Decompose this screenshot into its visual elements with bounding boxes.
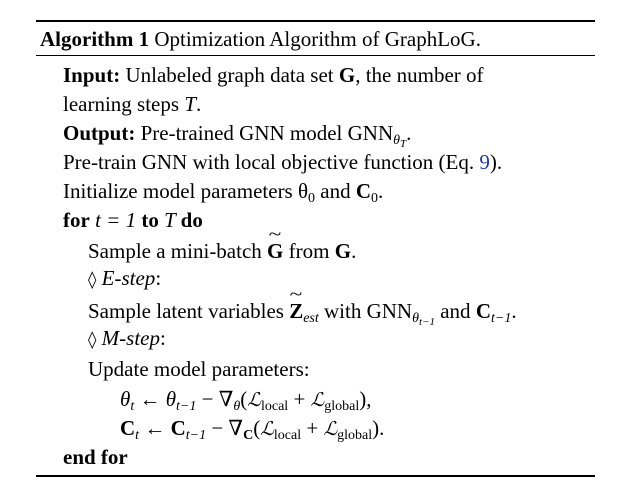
- mstep-line: ◊ M-step:: [88, 325, 166, 353]
- output-sub-T: T: [400, 138, 407, 150]
- eq1-lhs: θ: [120, 387, 131, 411]
- output-sub-theta: θ: [393, 133, 401, 148]
- for-keyword: for: [63, 208, 90, 232]
- output-line: Output: Pre-trained GNN model GNNθT.: [63, 120, 412, 150]
- algorithm-title: Optimization Algorithm of GraphLoG.: [154, 27, 481, 51]
- pretrain-line: Pre-train GNN with local objective funct…: [63, 149, 502, 175]
- init-sub-0b: 0: [371, 191, 379, 206]
- algorithm-label: Algorithm 1: [40, 27, 150, 51]
- latent-with: with GNN: [318, 299, 413, 323]
- c-update-equation: Ct ← Ct−1 − ∇C(ℒlocal + ℒglobal).: [120, 415, 385, 443]
- to-keyword: to: [141, 208, 159, 232]
- estep-label: E-step: [101, 266, 156, 290]
- latent-text: Sample latent variables: [88, 299, 290, 323]
- eq2-arrow: ←: [139, 416, 171, 440]
- input-label: Input:: [63, 63, 121, 87]
- pretrain-end: ).: [489, 150, 503, 174]
- sample-from: from: [283, 239, 335, 263]
- latent-C: C: [475, 299, 491, 323]
- eq1-local: local: [260, 399, 289, 414]
- eq2-grad-sub: C: [243, 428, 254, 443]
- init-end: .: [378, 179, 384, 203]
- diamond-icon: ◊: [88, 270, 97, 290]
- eq2-t: t: [135, 428, 140, 443]
- eq1-arrow: ← θ: [134, 387, 177, 411]
- mstep-label: M-step: [101, 326, 160, 350]
- eq2-loss-global: ℒ: [323, 418, 338, 440]
- eq2-loss-local: ℒ: [260, 418, 274, 440]
- latent-and: and: [434, 299, 476, 323]
- sample-end: .: [351, 239, 357, 263]
- init-and: and: [315, 179, 356, 203]
- eq1-grad-sub: θ: [233, 399, 241, 414]
- estep-colon: :: [155, 266, 162, 290]
- latent-sub-C: t−1: [490, 311, 512, 326]
- eq1-global: global: [324, 399, 360, 414]
- do-keyword: do: [180, 208, 203, 232]
- input-text: Unlabeled graph data set: [125, 63, 339, 87]
- for-line: for t = 1 to T do: [63, 207, 203, 233]
- bottom-rule: [36, 475, 595, 477]
- eq1-plus: +: [288, 387, 311, 411]
- init-C: C: [355, 179, 372, 203]
- eq1-close: ),: [359, 387, 372, 411]
- caption-rule: [36, 55, 595, 56]
- equation-reference-link[interactable]: 9: [479, 150, 490, 174]
- output-label: Output:: [63, 121, 136, 145]
- init-line: Initialize model parameters θ0 and C0.: [63, 178, 384, 206]
- loop-range: t = 1: [89, 208, 142, 232]
- output-end: .: [406, 121, 412, 145]
- pretrain-text: Pre-train GNN with local objective funct…: [63, 150, 480, 174]
- mstep-colon: :: [159, 326, 166, 350]
- sample-text: Sample a mini-batch: [88, 239, 268, 263]
- eq2-close: ).: [372, 416, 385, 440]
- output-text: Pre-trained GNN model GNN: [140, 121, 394, 145]
- init-sub-0: 0: [308, 191, 316, 206]
- init-text: Initialize model parameters θ: [63, 179, 309, 203]
- theta-update-equation: θt ← θt−1 − ∇θ(ℒlocal + ℒglobal),: [120, 386, 372, 414]
- latent-line: Sample latent variables Zest with GNNθt−…: [88, 298, 517, 328]
- eq1-loss-local: ℒ: [247, 389, 261, 411]
- latent-end: .: [511, 299, 517, 323]
- eq2-t1: t−1: [185, 428, 207, 443]
- loop-end: T: [158, 208, 181, 232]
- eq2-local: local: [273, 428, 302, 443]
- input-line-2: learning steps T.: [63, 91, 201, 117]
- eq1-t1: t−1: [176, 399, 197, 414]
- end-for-keyword: end for: [63, 445, 128, 469]
- sample-batch-line: Sample a mini-batch G from G.: [88, 238, 356, 264]
- top-rule: [36, 20, 595, 22]
- input-line: Input: Unlabeled graph data set G, the n…: [63, 62, 484, 88]
- steps-symbol: T: [184, 92, 196, 116]
- minibatch-symbol: G: [267, 238, 283, 264]
- latent-sub-t1: t−1: [419, 316, 435, 328]
- update-line: Update model parameters:: [88, 356, 310, 382]
- input-text-3: learning steps: [63, 92, 185, 116]
- eq2-C: C: [170, 416, 186, 440]
- end-for-line: end for: [63, 444, 128, 470]
- update-text: Update model parameters:: [88, 357, 310, 381]
- latent-sub: est: [303, 311, 319, 326]
- eq2-plus: +: [301, 416, 324, 440]
- eq2-minus: − ∇: [206, 416, 244, 440]
- dataset-symbol-2: G: [334, 239, 352, 263]
- diamond-icon-2: ◊: [88, 330, 97, 350]
- input-text-2: , the number of: [355, 63, 484, 87]
- latent-sub-theta: θ: [412, 311, 419, 326]
- eq1-loss-global: ℒ: [310, 389, 325, 411]
- algorithm-caption: Algorithm 1 Optimization Algorithm of Gr…: [40, 26, 481, 52]
- input-text-4: .: [196, 92, 202, 116]
- latent-symbol: Z: [289, 298, 303, 324]
- eq2-lhs: C: [120, 416, 136, 440]
- dataset-symbol: G: [338, 63, 356, 87]
- eq1-minus: − ∇: [196, 387, 234, 411]
- eq1-t: t: [130, 399, 135, 414]
- eq1-open: (: [240, 387, 248, 411]
- estep-line: ◊ E-step:: [88, 265, 161, 293]
- eq2-global: global: [337, 428, 373, 443]
- eq2-open: (: [253, 416, 261, 440]
